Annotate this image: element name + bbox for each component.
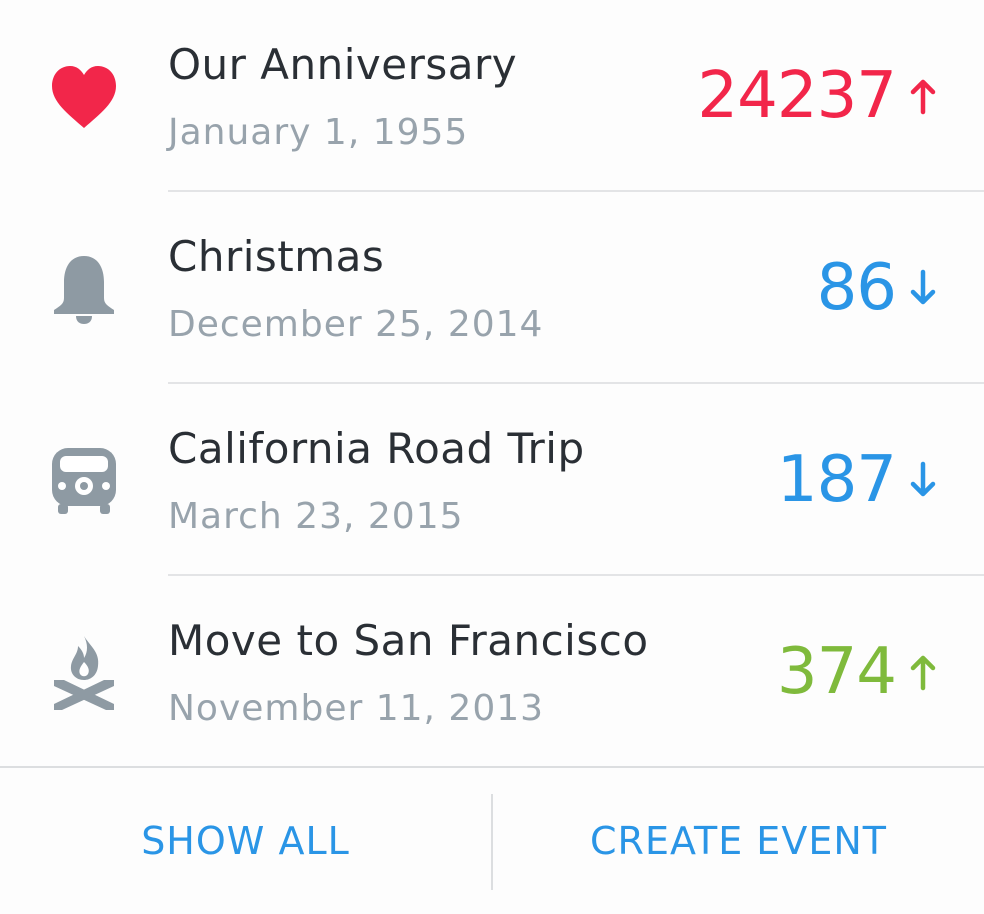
heart-icon (48, 56, 120, 136)
arrow-down-icon (896, 460, 938, 500)
row-divider (168, 190, 984, 192)
event-day-count: 24237 (697, 56, 938, 136)
event-row-move-sf[interactable]: Move to San Francisco November 11, 2013 … (0, 576, 984, 768)
create-event-button[interactable]: CREATE EVENT (590, 819, 887, 863)
event-date: December 25, 2014 (168, 304, 544, 345)
event-title: California Road Trip (168, 424, 585, 473)
arrow-up-icon (896, 76, 938, 116)
row-divider (168, 382, 984, 384)
event-list: Our Anniversary January 1, 1955 24237 (0, 0, 984, 768)
event-date: November 11, 2013 (168, 688, 545, 729)
event-row-christmas[interactable]: Christmas December 25, 2014 86 (0, 192, 984, 384)
van-icon (48, 440, 120, 520)
event-title: Move to San Francisco (168, 616, 649, 665)
event-day-count: 187 (777, 440, 938, 520)
day-count-value: 187 (776, 443, 897, 517)
footer-divider (491, 794, 493, 890)
day-count-value: 374 (776, 635, 897, 709)
bell-icon (48, 248, 120, 328)
event-date: March 23, 2015 (168, 496, 464, 537)
row-divider (168, 574, 984, 576)
arrow-up-icon (896, 652, 938, 692)
event-title: Our Anniversary (168, 40, 518, 89)
event-row-road-trip[interactable]: California Road Trip March 23, 2015 187 (0, 384, 984, 576)
event-day-count: 374 (777, 632, 938, 712)
show-all-button[interactable]: SHOW ALL (141, 819, 350, 863)
day-count-value: 24237 (697, 59, 897, 133)
event-date: January 1, 1955 (168, 112, 469, 153)
day-count-value: 86 (816, 251, 897, 325)
campfire-icon (48, 632, 120, 712)
event-title: Christmas (168, 232, 385, 281)
event-row-anniversary[interactable]: Our Anniversary January 1, 1955 24237 (0, 0, 984, 192)
arrow-down-icon (896, 268, 938, 308)
event-day-count: 86 (817, 248, 938, 328)
widget-footer: SHOW ALL CREATE EVENT (0, 766, 984, 914)
